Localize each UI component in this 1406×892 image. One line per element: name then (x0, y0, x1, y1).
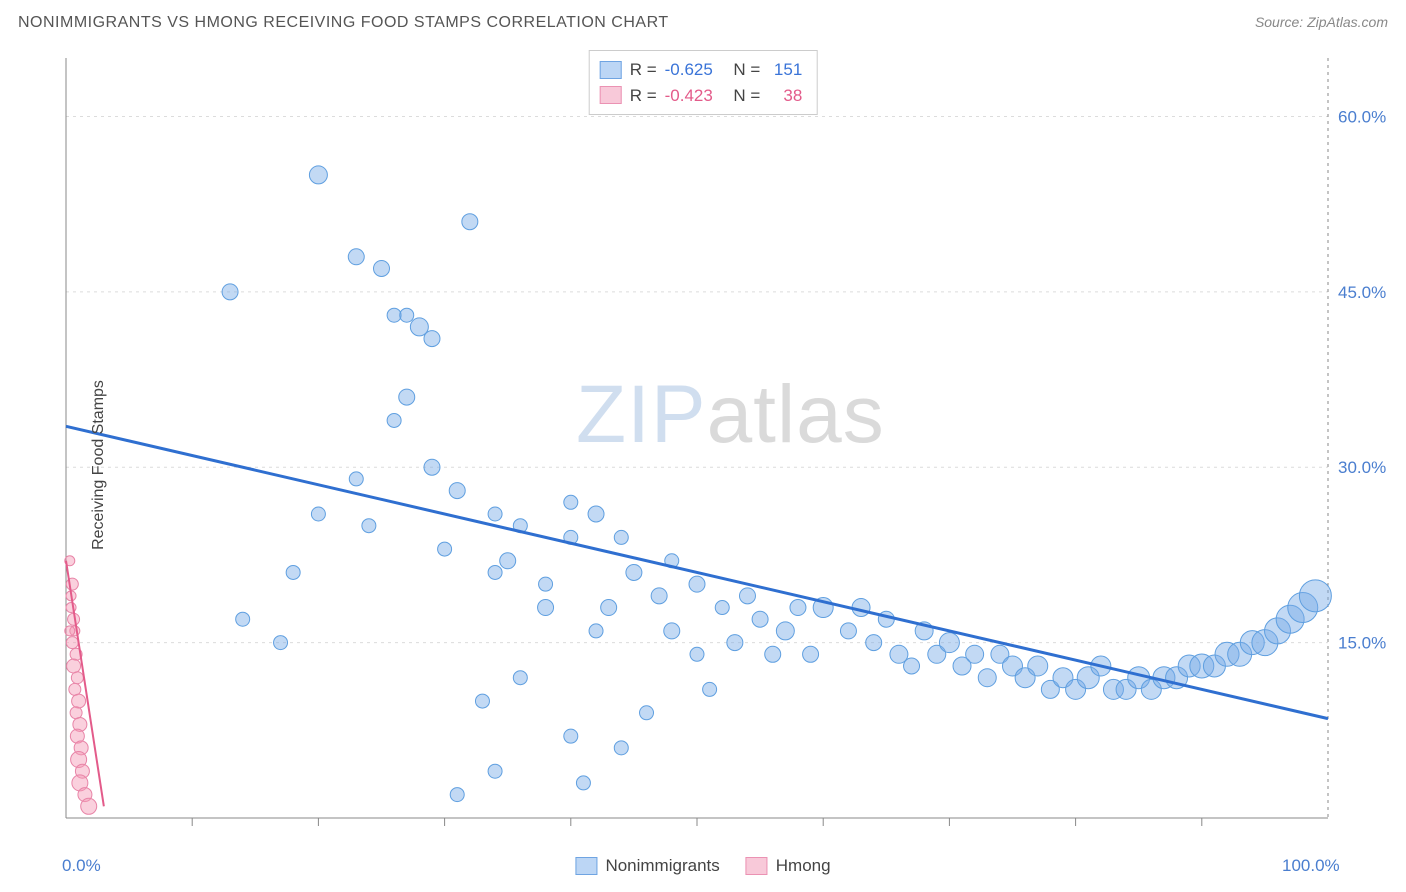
x-axis-min-label: 0.0% (62, 856, 101, 876)
legend-swatch (600, 86, 622, 104)
chart-title: NONIMMIGRANTS VS HMONG RECEIVING FOOD ST… (18, 14, 669, 32)
y-axis-label: Receiving Food Stamps (90, 380, 108, 550)
correlation-legend: R = -0.625 N = 151 R = -0.423 N = 38 (589, 50, 818, 115)
svg-text:60.0%: 60.0% (1338, 107, 1386, 126)
legend-swatch (575, 857, 597, 875)
corr-n-label: N = (729, 83, 761, 109)
series-legend: Nonimmigrants Hmong (575, 856, 830, 876)
corr-n-label: N = (729, 57, 761, 83)
legend-label: Hmong (776, 856, 831, 876)
scatter-plot: 15.0% 30.0% 45.0% 60.0% (18, 48, 1388, 882)
svg-text:45.0%: 45.0% (1338, 283, 1386, 302)
corr-r-label: R = (630, 83, 657, 109)
svg-text:15.0%: 15.0% (1338, 634, 1386, 653)
x-axis-max-label: 100.0% (1282, 856, 1340, 876)
corr-r-value: -0.423 (665, 83, 721, 109)
svg-text:30.0%: 30.0% (1338, 458, 1386, 477)
source-attribution: Source: ZipAtlas.com (1255, 14, 1388, 30)
corr-n-value: 151 (768, 57, 802, 83)
legend-swatch (746, 857, 768, 875)
legend-swatch (600, 61, 622, 79)
chart-container: Receiving Food Stamps 15.0% 30.0% 45.0% 60.… (18, 48, 1388, 882)
corr-r-label: R = (630, 57, 657, 83)
legend-label: Nonimmigrants (605, 856, 719, 876)
corr-n-value: 38 (768, 83, 802, 109)
corr-r-value: -0.625 (665, 57, 721, 83)
